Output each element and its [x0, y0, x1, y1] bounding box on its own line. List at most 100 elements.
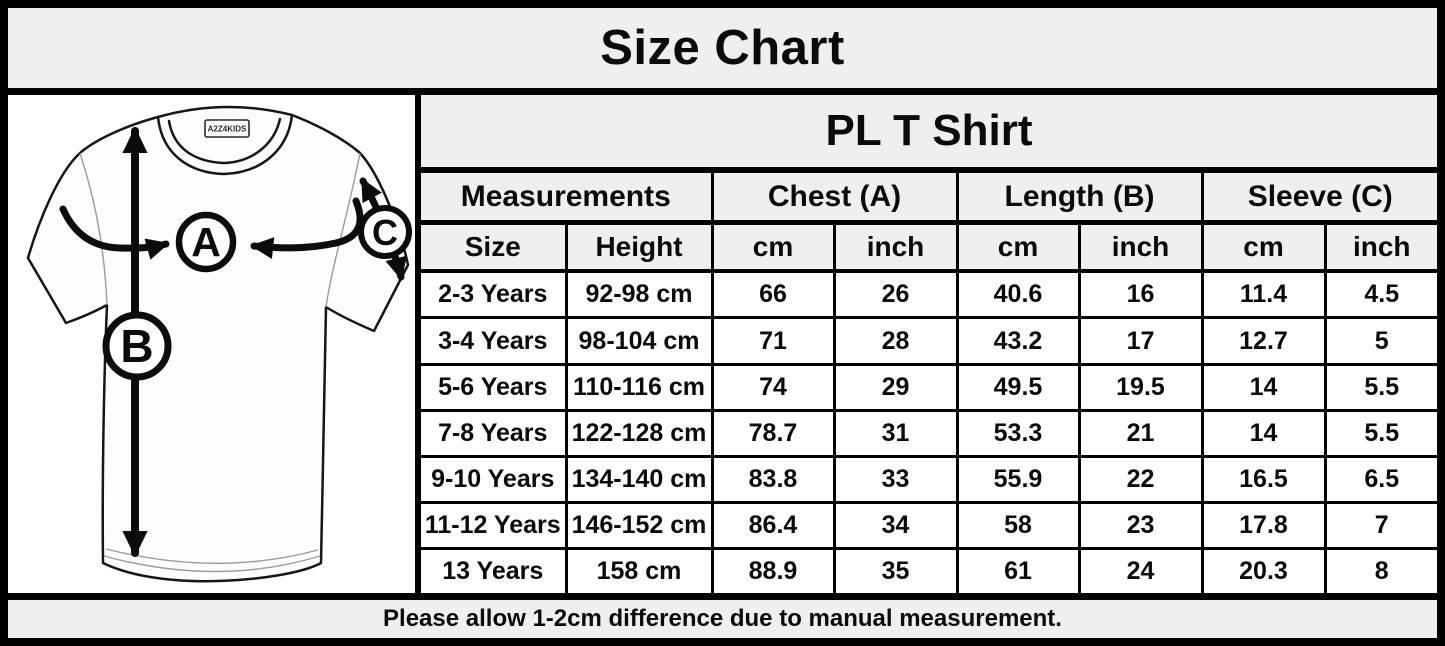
group-header-length: Length (B)	[955, 168, 1204, 225]
hem-stitch-1	[103, 555, 321, 573]
col-header-length-cm: cm	[955, 221, 1081, 273]
chest-label-letter: A	[191, 219, 221, 265]
cell-length-cm: 49.5	[955, 362, 1081, 412]
cell-length-cm: 58	[955, 501, 1081, 551]
cell-size: 3-4 Years	[421, 316, 568, 366]
length-label: B	[102, 311, 172, 381]
col-header-length-inch: inch	[1077, 221, 1204, 273]
right-sleeve-seam	[325, 152, 361, 308]
cell-chest-cm: 88.9	[710, 547, 836, 593]
cell-height: 158 cm	[564, 547, 714, 593]
cell-length-inch: 24	[1077, 547, 1204, 593]
cell-chest-cm: 71	[710, 316, 836, 366]
cell-sleeve-cm: 17.8	[1200, 501, 1327, 551]
cell-sleeve-inch: 7	[1323, 501, 1437, 551]
cell-sleeve-cm: 16.5	[1200, 455, 1327, 505]
chest-arrow-left	[59, 205, 170, 260]
cell-chest-cm: 86.4	[710, 501, 836, 551]
cell-size: 7-8 Years	[421, 408, 568, 459]
cell-chest-cm: 83.8	[710, 455, 836, 505]
cell-sleeve-inch: 4.5	[1323, 269, 1437, 320]
product-title: PL T Shirt	[421, 95, 1437, 173]
cell-chest-inch: 29	[832, 362, 959, 412]
cell-height: 134-140 cm	[564, 455, 714, 505]
tshirt-diagram-svg: A2Z4KIDS A B	[26, 105, 412, 583]
group-header-measurements: Measurements	[421, 168, 714, 225]
cell-chest-inch: 26	[832, 269, 959, 320]
cell-chest-cm: 74	[710, 362, 836, 412]
tshirt-measurement-diagram: A2Z4KIDS A B	[8, 95, 421, 593]
cell-length-inch: 17	[1077, 316, 1204, 366]
cell-chest-inch: 28	[832, 316, 959, 366]
group-header-sleeve: Sleeve (C)	[1200, 168, 1437, 225]
cell-size: 13 Years	[421, 547, 568, 593]
col-header-sleeve-cm: cm	[1200, 221, 1327, 273]
content-area: A2Z4KIDS A B	[8, 95, 1437, 593]
cell-size: 9-10 Years	[421, 455, 568, 505]
left-sleeve-seam	[79, 152, 108, 306]
cell-size: 11-12 Years	[421, 501, 568, 551]
table-row: 13 Years 158 cm 88.9 35 61 24 20.3 8	[421, 547, 1437, 593]
cell-length-cm: 40.6	[955, 269, 1081, 320]
brand-tag-text: A2Z4KIDS	[208, 125, 247, 134]
cell-height: 98-104 cm	[564, 316, 714, 366]
cell-sleeve-inch: 5.5	[1323, 408, 1437, 459]
cell-height: 92-98 cm	[564, 269, 714, 320]
col-header-chest-cm: cm	[710, 221, 836, 273]
page-title-text: Size Chart	[600, 21, 845, 75]
table-row: 3-4 Years 98-104 cm 71 28 43.2 17 12.7 5	[421, 316, 1437, 366]
cell-sleeve-cm: 14	[1200, 408, 1327, 459]
cell-height: 110-116 cm	[564, 362, 714, 412]
col-header-sleeve-inch: inch	[1323, 221, 1437, 273]
cell-sleeve-cm: 14	[1200, 362, 1327, 412]
cell-chest-inch: 35	[832, 547, 959, 593]
size-table: PL T Shirt Measurements Chest (A) Length…	[421, 95, 1437, 593]
cell-length-cm: 53.3	[955, 408, 1081, 459]
cell-length-inch: 19.5	[1077, 362, 1204, 412]
collar-inner	[167, 117, 282, 165]
sleeve-label-letter: C	[372, 212, 398, 253]
cell-height: 122-128 cm	[564, 408, 714, 459]
cell-length-inch: 21	[1077, 408, 1204, 459]
table-row: 9-10 Years 134-140 cm 83.8 33 55.9 22 16…	[421, 455, 1437, 505]
cell-length-inch: 23	[1077, 501, 1204, 551]
cell-length-cm: 55.9	[955, 455, 1081, 505]
cell-chest-inch: 31	[832, 408, 959, 459]
cell-size: 5-6 Years	[421, 362, 568, 412]
col-header-size: Size	[421, 221, 568, 273]
cell-chest-cm: 66	[710, 269, 836, 320]
length-label-letter: B	[120, 320, 153, 372]
size-table-panel: PL T Shirt Measurements Chest (A) Length…	[421, 95, 1437, 593]
cell-sleeve-inch: 5.5	[1323, 362, 1437, 412]
table-row: 2-3 Years 92-98 cm 66 26 40.6 16 11.4 4.…	[421, 269, 1437, 320]
cell-length-cm: 43.2	[955, 316, 1081, 366]
group-header-chest: Chest (A)	[710, 168, 959, 225]
col-header-chest-inch: inch	[832, 221, 959, 273]
cell-height: 146-152 cm	[564, 501, 714, 551]
chest-arrow-right	[250, 197, 364, 260]
sleeve-label: C	[358, 205, 412, 259]
cell-chest-cm: 78.7	[710, 408, 836, 459]
cell-length-inch: 16	[1077, 269, 1204, 320]
cell-sleeve-inch: 5	[1323, 316, 1437, 366]
cell-length-inch: 22	[1077, 455, 1204, 505]
cell-sleeve-inch: 8	[1323, 547, 1437, 593]
table-row: 7-8 Years 122-128 cm 78.7 31 53.3 21 14 …	[421, 408, 1437, 459]
cell-length-cm: 61	[955, 547, 1081, 593]
table-row: 11-12 Years 146-152 cm 86.4 34 58 23 17.…	[421, 501, 1437, 551]
cell-size: 2-3 Years	[421, 269, 568, 320]
brand-tag: A2Z4KIDS	[204, 119, 250, 138]
cell-chest-inch: 33	[832, 455, 959, 505]
cell-chest-inch: 34	[832, 501, 959, 551]
tshirt-outline	[26, 105, 410, 583]
page-title: Size Chart	[8, 8, 1437, 95]
cell-sleeve-inch: 6.5	[1323, 455, 1437, 505]
cell-sleeve-cm: 20.3	[1200, 547, 1327, 593]
table-row: 5-6 Years 110-116 cm 74 29 49.5 19.5 14 …	[421, 362, 1437, 412]
measurement-disclaimer-text: Please allow 1-2cm difference due to man…	[383, 605, 1062, 632]
measurement-disclaimer: Please allow 1-2cm difference due to man…	[8, 593, 1437, 638]
cell-sleeve-cm: 11.4	[1200, 269, 1327, 320]
col-header-height: Height	[564, 221, 714, 273]
cell-sleeve-cm: 12.7	[1200, 316, 1327, 366]
